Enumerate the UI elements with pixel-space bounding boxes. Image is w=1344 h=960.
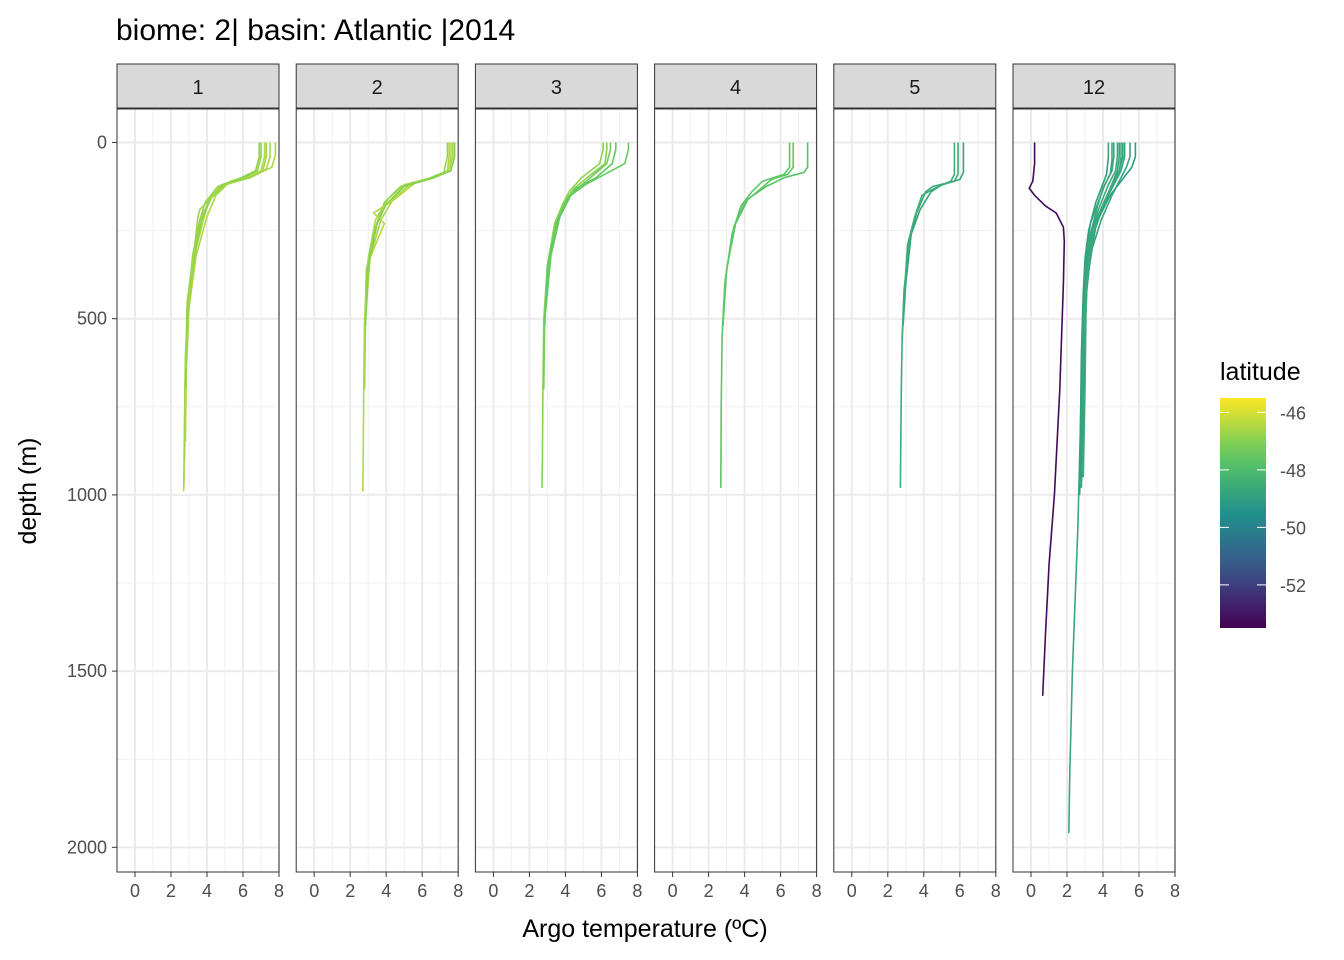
- facet-panel-5: 5 0 2 4 6 8: [833, 63, 1001, 901]
- x-tick-label: 6: [955, 881, 965, 901]
- legend-title: latitude: [1220, 358, 1301, 386]
- panel-border: [474, 108, 638, 873]
- y-tick-label: 0: [97, 132, 107, 152]
- x-tick-label: 4: [560, 881, 570, 901]
- facet-panel-12: 12 0 2 4 6 8: [1012, 63, 1180, 901]
- y-tick-label: 500: [77, 309, 107, 329]
- y-tick-label: 1000: [67, 485, 107, 505]
- x-tick-label: 8: [1170, 881, 1180, 901]
- x-tick-label: 6: [596, 881, 606, 901]
- facet-panel-3: 3 0 2 4 6 8: [474, 63, 642, 901]
- panel-border: [1012, 108, 1176, 873]
- x-tick-label: 6: [776, 881, 786, 901]
- facet-strip: [833, 63, 997, 109]
- x-tick-label: 2: [345, 881, 355, 901]
- x-tick-label: 0: [847, 881, 857, 901]
- chart-title: biome: 2| basin: Atlantic |2014: [116, 14, 515, 47]
- profile-line: [1028, 142, 1066, 696]
- profile-line: [1078, 142, 1110, 495]
- colorbar: [1220, 398, 1266, 628]
- facet-strip: [474, 63, 638, 109]
- legend-tick-label: -50: [1280, 518, 1306, 538]
- facet-strip-label: 4: [730, 77, 741, 99]
- panel-border: [116, 108, 280, 873]
- profile-line: [544, 142, 630, 312]
- facet-strip: [654, 63, 818, 109]
- panel-background: [833, 109, 996, 872]
- x-tick-label: 4: [740, 881, 750, 901]
- facet-strip: [295, 63, 459, 109]
- facet-strip: [1012, 63, 1176, 109]
- legend-tick-label: -48: [1280, 461, 1306, 481]
- x-tick-label: 0: [309, 881, 319, 901]
- x-tick-label: 6: [238, 881, 248, 901]
- profile-line: [184, 142, 268, 369]
- profile-line: [363, 142, 449, 333]
- x-axis-title: Argo temperature (ºC): [522, 915, 767, 943]
- x-tick-label: 4: [381, 881, 391, 901]
- profile-line: [363, 142, 452, 326]
- panel-border: [295, 108, 459, 873]
- profile-line: [720, 142, 791, 488]
- facet-strip-label: 3: [551, 77, 562, 99]
- facet-strip-label: 5: [909, 77, 920, 99]
- profile-line: [1082, 142, 1122, 340]
- y-tick-label: 2000: [67, 837, 107, 857]
- x-tick-label: 4: [1098, 881, 1108, 901]
- legend: latitude -46 -48 -50 -52: [1220, 358, 1306, 628]
- profile-line: [364, 142, 456, 326]
- x-tick-label: 8: [274, 881, 284, 901]
- panel-background: [654, 109, 817, 872]
- x-tick-label: 6: [417, 881, 427, 901]
- facet-strip-label: 1: [192, 77, 203, 99]
- x-tick-label: 4: [202, 881, 212, 901]
- facet-strip: [116, 63, 280, 109]
- profile-line: [901, 142, 956, 340]
- x-tick-label: 2: [1062, 881, 1072, 901]
- y-tick-label: 1500: [67, 661, 107, 681]
- x-tick-label: 0: [668, 881, 678, 901]
- x-tick-label: 2: [166, 881, 176, 901]
- profile-line: [543, 142, 617, 326]
- profile-line: [721, 142, 794, 330]
- y-axis-title: depth (m): [14, 438, 42, 545]
- x-tick-label: 4: [919, 881, 929, 901]
- facet-panel-2: 2 0 2 4 6 8: [295, 63, 463, 901]
- facet-panel-4: 4 0 2 4 6 8: [654, 63, 822, 901]
- panel-background: [296, 109, 459, 872]
- facet-strip-label: 2: [372, 77, 383, 99]
- facet-strip-label: 12: [1083, 77, 1105, 99]
- panel-background: [475, 109, 638, 872]
- profile-line: [902, 142, 965, 326]
- x-tick-label: 8: [632, 881, 642, 901]
- panel-border: [833, 108, 997, 873]
- x-tick-label: 2: [524, 881, 534, 901]
- x-tick-label: 8: [991, 881, 1001, 901]
- legend-tick-label: -52: [1280, 576, 1306, 596]
- x-tick-label: 8: [453, 881, 463, 901]
- facet-panel-1: 1 0 2 4 6 8 0 500 1000 1500 2000: [67, 63, 284, 901]
- x-tick-label: 2: [704, 881, 714, 901]
- legend-tick-label: -46: [1280, 403, 1306, 423]
- profile-line: [1080, 142, 1120, 488]
- x-tick-label: 8: [812, 881, 822, 901]
- x-tick-label: 6: [1134, 881, 1144, 901]
- x-tick-label: 0: [130, 881, 140, 901]
- panel-border: [654, 108, 818, 873]
- x-tick-label: 2: [883, 881, 893, 901]
- x-tick-label: 0: [488, 881, 498, 901]
- x-tick-label: 0: [1026, 881, 1036, 901]
